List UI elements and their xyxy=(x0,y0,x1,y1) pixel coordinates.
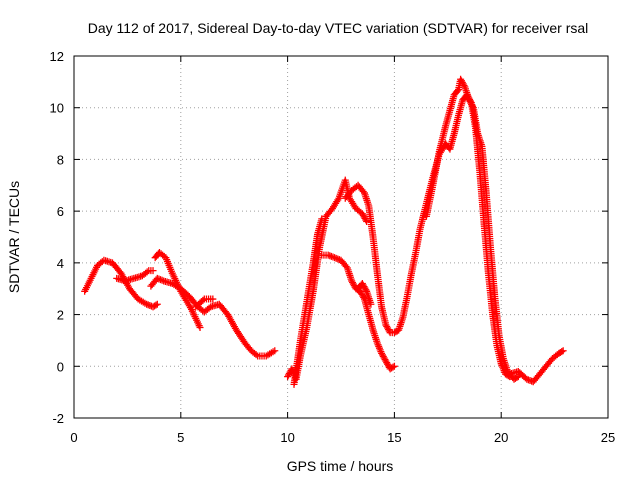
axis-ticks: 0 5 10 15 20 25 -2 0 2 4 6 8 10 12 xyxy=(50,49,616,445)
y-tick-label: 12 xyxy=(50,49,64,64)
y-tick-label: 0 xyxy=(57,359,64,374)
data-point xyxy=(385,327,393,335)
data-point xyxy=(469,102,477,110)
data-point xyxy=(143,268,151,276)
series-track-e xyxy=(192,295,217,311)
series-track-b xyxy=(113,267,157,285)
data-point xyxy=(390,362,398,370)
plot-frame xyxy=(73,55,609,419)
data-point xyxy=(199,296,207,304)
series-track-a xyxy=(81,256,161,311)
data-point xyxy=(363,217,371,225)
data-point xyxy=(196,324,204,331)
series-track-h xyxy=(318,251,398,373)
data-point xyxy=(360,294,368,302)
data-point xyxy=(453,87,461,95)
data-point xyxy=(559,347,567,355)
data-point xyxy=(362,286,370,294)
x-tick-label: 5 xyxy=(177,430,184,445)
series-track-k xyxy=(422,75,522,383)
grid xyxy=(74,56,608,418)
data-point xyxy=(271,347,279,355)
x-tick-label: 15 xyxy=(387,430,401,445)
x-tick-label: 10 xyxy=(280,430,294,445)
x-tick-label: 0 xyxy=(70,430,77,445)
y-tick-label: 2 xyxy=(57,308,64,323)
data-point xyxy=(558,348,566,356)
data-point xyxy=(389,363,397,371)
y-axis-label: SDTVAR / TECUs xyxy=(6,181,22,293)
series-track-g xyxy=(290,215,326,388)
data-point xyxy=(152,301,160,309)
y-tick-label: 4 xyxy=(57,256,64,271)
y-tick-label: 10 xyxy=(50,101,64,116)
y-tick-label: 8 xyxy=(57,152,64,167)
data-series xyxy=(81,75,567,388)
series-track-c xyxy=(147,274,279,360)
x-axis-label: GPS time / hours xyxy=(287,458,394,474)
x-tick-label: 25 xyxy=(601,430,615,445)
data-point xyxy=(149,267,157,275)
series-track-d xyxy=(151,249,204,331)
x-tick-label: 20 xyxy=(494,430,508,445)
series-track-i xyxy=(341,91,514,381)
series-track-j xyxy=(354,280,375,308)
data-point xyxy=(367,300,375,308)
data-point xyxy=(252,351,260,359)
data-point xyxy=(318,215,326,223)
data-point xyxy=(460,81,468,89)
chart-title: Day 112 of 2017, Sidereal Day-to-day VTE… xyxy=(88,20,589,36)
y-tick-label: -2 xyxy=(52,411,64,426)
data-point xyxy=(209,295,217,303)
data-point xyxy=(153,300,161,308)
series-track-f xyxy=(284,176,371,383)
y-tick-label: 6 xyxy=(57,204,64,219)
series-track-l xyxy=(506,347,567,386)
